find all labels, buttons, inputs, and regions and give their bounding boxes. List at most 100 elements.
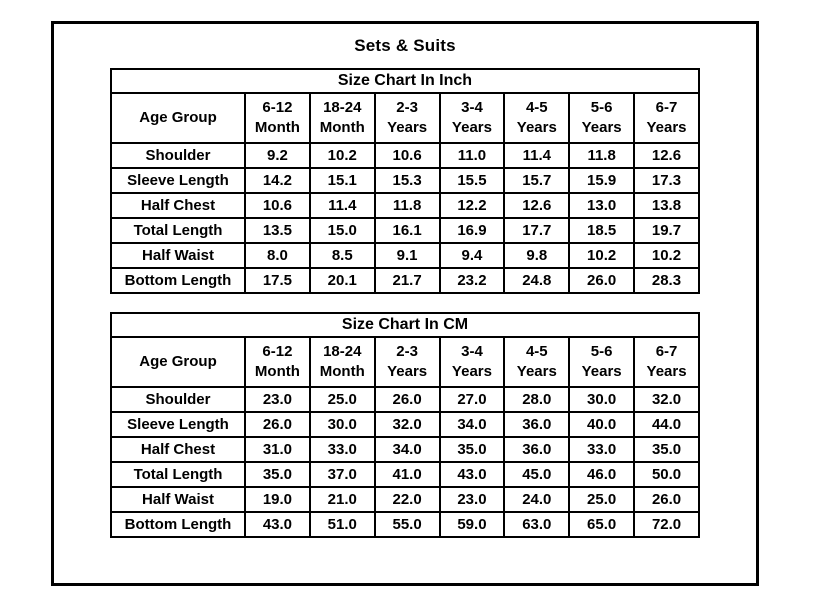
measurement-value-cell: 51.0 bbox=[308, 511, 376, 538]
measurement-row-label: Shoulder bbox=[110, 142, 246, 169]
measurement-value-cell: 17.3 bbox=[633, 167, 700, 194]
measurement-value-cell: 46.0 bbox=[568, 461, 636, 488]
measurement-value-cell: 14.2 bbox=[244, 167, 311, 194]
measurement-value-cell: 8.0 bbox=[244, 242, 311, 269]
measurement-value-cell: 33.0 bbox=[308, 436, 376, 463]
measurement-value-cell: 37.0 bbox=[308, 461, 376, 488]
measurement-row-label: Shoulder bbox=[110, 386, 246, 413]
age-column-header: 6-7 Years bbox=[633, 92, 700, 144]
age-column-header: 5-6 Years bbox=[568, 92, 636, 144]
measurement-row-label: Total Length bbox=[110, 217, 246, 244]
measurement-value-cell: 11.4 bbox=[503, 142, 571, 169]
measurement-value-cell: 15.3 bbox=[373, 167, 441, 194]
measurement-value-cell: 9.8 bbox=[503, 242, 571, 269]
measurement-value-cell: 8.5 bbox=[308, 242, 376, 269]
table-row: Half Waist 19.0 21.0 22.0 23.0 24.0 25.0 26.0 bbox=[110, 486, 701, 513]
measurement-value-cell: 15.9 bbox=[568, 167, 636, 194]
measurement-value-cell: 15.7 bbox=[503, 167, 571, 194]
measurement-value-cell: 33.0 bbox=[568, 436, 636, 463]
measurement-value-cell: 26.0 bbox=[373, 386, 441, 413]
table-row: Bottom Length 17.5 20.1 21.7 23.2 24.8 26.0 28.… bbox=[110, 267, 700, 294]
measurement-value-cell: 43.0 bbox=[244, 511, 311, 538]
measurement-value-cell: 13.0 bbox=[568, 192, 636, 219]
measurement-value-cell: 34.0 bbox=[438, 411, 506, 438]
measurement-row-label: Bottom Length bbox=[110, 267, 246, 294]
table-row: Shoulder 23.0 25.0 26.0 27.0 28.0 30.0 32.0 bbox=[110, 386, 701, 413]
measurement-value-cell: 9.4 bbox=[438, 242, 506, 269]
age-column-header: 4-5 Years bbox=[503, 92, 571, 144]
measurement-value-cell: 30.0 bbox=[568, 386, 636, 413]
size-chart-inch-table: Size Chart In Inch Age Group 6-12 Month 18-… bbox=[110, 68, 700, 294]
age-column-header: 4-5 Years bbox=[503, 336, 571, 388]
measurement-value-cell: 59.0 bbox=[438, 511, 506, 538]
measurement-value-cell: 15.5 bbox=[438, 167, 506, 194]
measurement-value-cell: 19.7 bbox=[633, 217, 700, 244]
age-column-header: 6-7 Years bbox=[633, 336, 701, 388]
measurement-value-cell: 27.0 bbox=[438, 386, 506, 413]
table-title: Size Chart In CM bbox=[109, 312, 701, 338]
table-title: Size Chart In Inch bbox=[110, 68, 700, 94]
measurement-row-label: Half Waist bbox=[110, 242, 246, 269]
age-column-header: 3-4 Years bbox=[438, 92, 506, 144]
measurement-value-cell: 32.0 bbox=[373, 411, 441, 438]
measurement-value-cell: 36.0 bbox=[503, 411, 571, 438]
measurement-value-cell: 35.0 bbox=[633, 436, 701, 463]
measurement-value-cell: 26.0 bbox=[244, 411, 311, 438]
measurement-value-cell: 9.2 bbox=[244, 142, 311, 169]
measurement-value-cell: 28.3 bbox=[633, 267, 700, 294]
table-row: Bottom Length 43.0 51.0 55.0 59.0 63.0 65.0 72.… bbox=[110, 511, 701, 538]
measurement-value-cell: 12.2 bbox=[438, 192, 506, 219]
measurement-value-cell: 23.0 bbox=[244, 386, 311, 413]
measurement-row-label: Total Length bbox=[110, 461, 246, 488]
measurement-row-label: Sleeve Length bbox=[110, 411, 246, 438]
measurement-value-cell: 10.2 bbox=[568, 242, 636, 269]
age-column-header: 5-6 Years bbox=[568, 336, 636, 388]
measurement-value-cell: 26.0 bbox=[633, 486, 701, 513]
measurement-value-cell: 21.7 bbox=[373, 267, 441, 294]
measurement-row-label: Bottom Length bbox=[110, 511, 246, 538]
table-row: Sleeve Length 26.0 30.0 32.0 34.0 36.0 40.0 44.… bbox=[110, 411, 701, 438]
measurement-value-cell: 41.0 bbox=[373, 461, 441, 488]
measurement-value-cell: 30.0 bbox=[308, 411, 376, 438]
table-row: Sleeve Length 14.2 15.1 15.3 15.5 15.7 15.9 17.… bbox=[110, 167, 700, 194]
size-chart-cm-table: Size Chart In CM Age Group 6-12 Month 18-24… bbox=[109, 312, 701, 538]
measurement-value-cell: 24.8 bbox=[503, 267, 571, 294]
measurement-value-cell: 11.8 bbox=[568, 142, 636, 169]
measurement-value-cell: 55.0 bbox=[373, 511, 441, 538]
measurement-value-cell: 40.0 bbox=[568, 411, 636, 438]
measurement-row-label: Sleeve Length bbox=[110, 167, 246, 194]
measurement-value-cell: 10.6 bbox=[244, 192, 311, 219]
measurement-value-cell: 11.4 bbox=[308, 192, 376, 219]
measurement-value-cell: 50.0 bbox=[633, 461, 701, 488]
measurement-value-cell: 11.8 bbox=[373, 192, 441, 219]
measurement-value-cell: 36.0 bbox=[503, 436, 571, 463]
age-group-corner-label: Age Group bbox=[110, 336, 246, 388]
age-column-header: 6-12 Month bbox=[244, 92, 311, 144]
page-frame: Sets & Suits Size Chart In Inch Age Group… bbox=[51, 21, 759, 586]
measurement-value-cell: 31.0 bbox=[244, 436, 311, 463]
measurement-value-cell: 72.0 bbox=[633, 511, 701, 538]
measurement-value-cell: 43.0 bbox=[438, 461, 506, 488]
measurement-value-cell: 19.0 bbox=[244, 486, 311, 513]
measurement-row-label: Half Chest bbox=[110, 436, 246, 463]
age-column-header: 6-12 Month bbox=[244, 336, 311, 388]
measurement-value-cell: 21.0 bbox=[308, 486, 376, 513]
age-column-header: 2-3 Years bbox=[373, 336, 441, 388]
age-column-header: 2-3 Years bbox=[373, 92, 441, 144]
measurement-value-cell: 23.0 bbox=[438, 486, 506, 513]
age-column-header: 3-4 Years bbox=[438, 336, 506, 388]
page-title: Sets & Suits bbox=[354, 36, 456, 55]
table-row: Total Length 35.0 37.0 41.0 43.0 45.0 46.0 50.0 bbox=[110, 461, 701, 488]
table-row: Shoulder 9.2 10.2 10.6 11.0 11.4 11.8 12.6 bbox=[110, 142, 700, 169]
measurement-value-cell: 16.1 bbox=[373, 217, 441, 244]
measurement-value-cell: 24.0 bbox=[503, 486, 571, 513]
table-row: Total Length 13.5 15.0 16.1 16.9 17.7 18.5 19.7 bbox=[110, 217, 700, 244]
measurement-value-cell: 32.0 bbox=[633, 386, 701, 413]
measurement-value-cell: 45.0 bbox=[503, 461, 571, 488]
measurement-value-cell: 13.8 bbox=[633, 192, 700, 219]
measurement-value-cell: 25.0 bbox=[568, 486, 636, 513]
measurement-value-cell: 63.0 bbox=[503, 511, 571, 538]
measurement-value-cell: 35.0 bbox=[244, 461, 311, 488]
table-row: Half Chest 31.0 33.0 34.0 35.0 36.0 33.0 35.0 bbox=[110, 436, 701, 463]
measurement-value-cell: 10.2 bbox=[633, 242, 700, 269]
